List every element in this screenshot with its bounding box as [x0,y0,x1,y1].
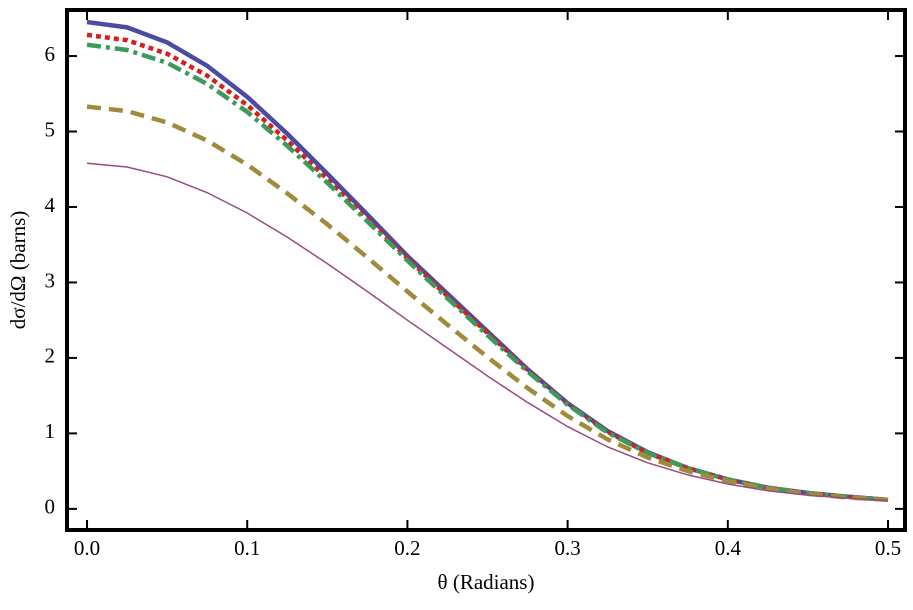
y-tick-label: 4 [45,193,56,217]
plot-frame [65,8,907,532]
series-line [86,32,889,503]
x-tick-label: 0.0 [74,536,100,560]
y-tick-label: 1 [45,419,56,443]
x-tick-label: 0.5 [875,536,901,560]
x-axis-label: θ (Radians) [438,570,535,594]
series-line [86,162,889,502]
y-axis-label: dσ/dΩ (barns) [6,211,30,329]
y-tick-label: 2 [45,344,56,368]
y-tick-label: 3 [45,268,56,292]
series-line [86,104,889,503]
y-tick-label: 5 [45,117,56,141]
x-tick-label: 0.3 [554,536,580,560]
series-line [86,42,889,503]
y-tick-label: 6 [45,42,56,66]
x-tick-label: 0.4 [715,536,742,560]
y-tick-label: 0 [45,495,56,519]
series-line [86,19,889,503]
x-tick-label: 0.2 [394,536,420,560]
x-tick-label: 0.1 [234,536,260,560]
